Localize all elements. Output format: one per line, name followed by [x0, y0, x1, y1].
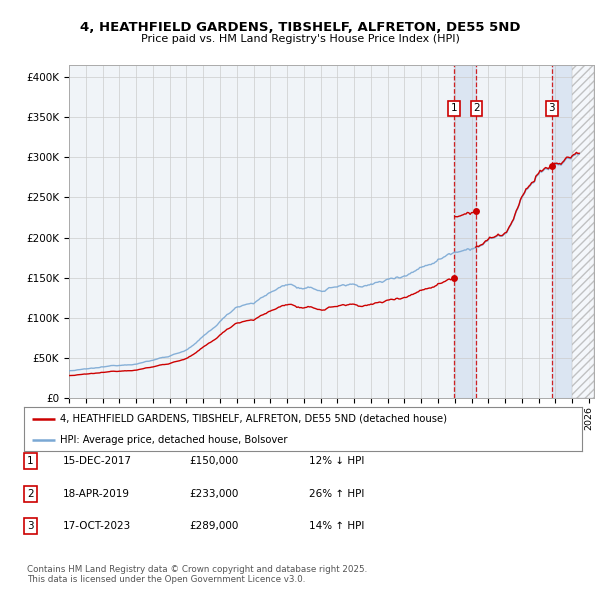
Bar	[454, 65, 476, 398]
Bar	[552, 65, 594, 398]
Text: 14% ↑ HPI: 14% ↑ HPI	[309, 522, 364, 531]
Text: 26% ↑ HPI: 26% ↑ HPI	[309, 489, 364, 499]
Text: £150,000: £150,000	[189, 457, 238, 466]
Text: HPI: Average price, detached house, Bolsover: HPI: Average price, detached house, Bols…	[60, 435, 288, 445]
Text: 3: 3	[27, 522, 34, 531]
Text: 2: 2	[27, 489, 34, 499]
Text: 18-APR-2019: 18-APR-2019	[63, 489, 130, 499]
Text: £233,000: £233,000	[189, 489, 238, 499]
Text: 4, HEATHFIELD GARDENS, TIBSHELF, ALFRETON, DE55 5ND (detached house): 4, HEATHFIELD GARDENS, TIBSHELF, ALFRETO…	[60, 414, 447, 424]
Text: 2: 2	[473, 103, 480, 113]
Text: Price paid vs. HM Land Registry's House Price Index (HPI): Price paid vs. HM Land Registry's House …	[140, 34, 460, 44]
Text: Contains HM Land Registry data © Crown copyright and database right 2025.
This d: Contains HM Land Registry data © Crown c…	[27, 565, 367, 584]
Text: 1: 1	[27, 457, 34, 466]
Text: £289,000: £289,000	[189, 522, 238, 531]
Text: 3: 3	[548, 103, 555, 113]
Text: 17-OCT-2023: 17-OCT-2023	[63, 522, 131, 531]
Text: 12% ↓ HPI: 12% ↓ HPI	[309, 457, 364, 466]
Polygon shape	[572, 61, 594, 398]
Text: 15-DEC-2017: 15-DEC-2017	[63, 457, 132, 466]
Text: 4, HEATHFIELD GARDENS, TIBSHELF, ALFRETON, DE55 5ND: 4, HEATHFIELD GARDENS, TIBSHELF, ALFRETO…	[80, 21, 520, 34]
Text: 1: 1	[451, 103, 457, 113]
